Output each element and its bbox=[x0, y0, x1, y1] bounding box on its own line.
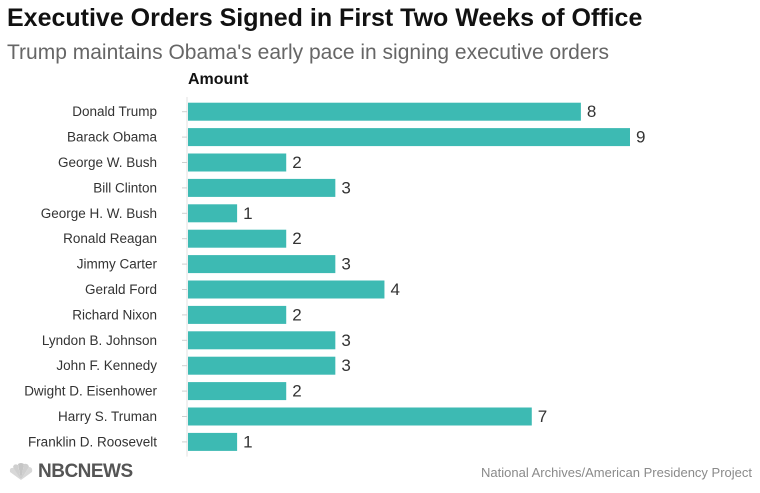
data-label: 3 bbox=[341, 255, 350, 274]
bar bbox=[188, 153, 287, 172]
peacock-icon bbox=[9, 463, 33, 480]
data-label: 9 bbox=[636, 128, 645, 147]
data-label: 3 bbox=[341, 178, 350, 197]
data-label: 4 bbox=[390, 280, 399, 299]
bar bbox=[188, 382, 287, 401]
category-label: Jimmy Carter bbox=[77, 257, 158, 272]
bar bbox=[188, 305, 287, 324]
bar bbox=[188, 178, 336, 197]
bar bbox=[188, 331, 336, 350]
bar bbox=[188, 204, 238, 223]
category-label: Harry S. Truman bbox=[58, 409, 157, 424]
chart-title: Executive Orders Signed in First Two Wee… bbox=[7, 4, 643, 32]
data-label: 3 bbox=[341, 356, 350, 375]
bar bbox=[188, 255, 336, 274]
category-label: Richard Nixon bbox=[72, 307, 157, 322]
category-label: Dwight D. Eisenhower bbox=[24, 384, 157, 399]
data-label: 2 bbox=[292, 229, 301, 248]
category-label: Franklin D. Roosevelt bbox=[28, 434, 157, 449]
category-label: Ronald Reagan bbox=[63, 231, 157, 246]
source-note: National Archives/American Presidency Pr… bbox=[481, 465, 752, 480]
brand-name: NBCNEWS bbox=[38, 461, 133, 482]
bar bbox=[188, 407, 532, 426]
data-label: 2 bbox=[292, 305, 301, 324]
series-header: Amount bbox=[188, 71, 249, 88]
data-label: 2 bbox=[292, 382, 301, 401]
bar bbox=[188, 229, 287, 248]
category-label: Bill Clinton bbox=[93, 180, 157, 195]
data-label: 7 bbox=[538, 407, 547, 426]
category-label: Lyndon B. Johnson bbox=[42, 333, 157, 348]
category-label: George H. W. Bush bbox=[41, 206, 157, 221]
category-label: Barack Obama bbox=[67, 130, 158, 145]
bar bbox=[188, 128, 630, 147]
data-label: 3 bbox=[341, 331, 350, 350]
data-label: 1 bbox=[243, 432, 252, 451]
category-label: George W. Bush bbox=[58, 155, 157, 170]
bar bbox=[188, 280, 385, 299]
data-label: 1 bbox=[243, 204, 252, 223]
data-label: 2 bbox=[292, 153, 301, 172]
bar bbox=[188, 432, 238, 451]
bar bbox=[188, 102, 581, 121]
category-label: John F. Kennedy bbox=[56, 358, 157, 373]
chart-subtitle: Trump maintains Obama's early pace in si… bbox=[7, 41, 610, 64]
category-label: Donald Trump bbox=[72, 104, 157, 119]
category-label: Gerald Ford bbox=[85, 282, 157, 297]
bar bbox=[188, 356, 336, 375]
nbc-news-logo: NBCNEWS bbox=[8, 461, 133, 483]
data-label: 8 bbox=[587, 102, 596, 121]
